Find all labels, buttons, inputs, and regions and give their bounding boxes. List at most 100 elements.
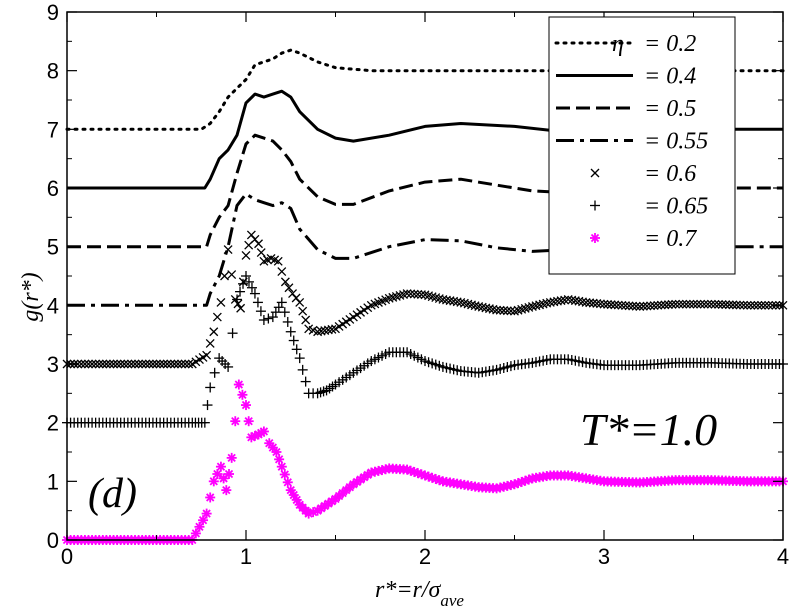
data-point xyxy=(109,359,118,369)
data-point xyxy=(438,295,448,304)
data-point xyxy=(91,359,101,369)
legend-label: = 0.5 xyxy=(644,96,696,122)
data-point xyxy=(279,307,290,318)
data-point xyxy=(209,327,219,337)
data-point xyxy=(130,359,140,369)
data-point xyxy=(246,282,257,293)
data-point xyxy=(599,299,609,309)
data-point xyxy=(732,300,741,310)
data-point xyxy=(184,359,194,369)
data-point xyxy=(276,461,287,472)
x-axis-title: r*=r/σave xyxy=(375,577,464,610)
data-point xyxy=(223,361,234,372)
data-point xyxy=(73,359,83,369)
data-point xyxy=(477,302,487,312)
data-point xyxy=(216,297,226,307)
data-point xyxy=(199,417,210,428)
data-point xyxy=(76,359,86,369)
data-point xyxy=(685,299,695,309)
temperature-annotation: T*=1.0 xyxy=(580,404,717,455)
data-point xyxy=(208,476,219,487)
legend-items: η = 0.2 = 0.4 = 0.5 = 0.55 = 0.6 = 0.65 = 0.7 xyxy=(554,31,708,252)
data-point xyxy=(320,326,330,336)
legend-box xyxy=(548,16,736,275)
data-point xyxy=(678,299,688,309)
data-point xyxy=(323,325,333,335)
data-point xyxy=(134,359,144,369)
data-point xyxy=(649,301,659,311)
series-4 xyxy=(62,230,788,369)
data-point xyxy=(481,303,491,313)
data-point xyxy=(646,301,655,311)
data-point xyxy=(152,359,161,369)
series-6 xyxy=(62,379,788,545)
data-point xyxy=(474,302,484,311)
data-point xyxy=(592,298,602,308)
data-point xyxy=(276,297,287,308)
data-point xyxy=(298,306,308,316)
data-point xyxy=(764,300,774,310)
data-point xyxy=(119,359,129,369)
data-point xyxy=(653,300,663,310)
legend: η = 0.2 = 0.4 = 0.5 = 0.55 = 0.6 = 0.65 = 0.7 xyxy=(548,16,736,275)
data-point xyxy=(613,300,623,310)
data-point xyxy=(445,296,455,306)
data-point xyxy=(760,300,770,310)
data-point xyxy=(202,400,213,411)
data-point xyxy=(300,376,311,387)
data-point xyxy=(291,344,302,355)
data-point xyxy=(667,299,677,309)
data-point xyxy=(105,359,115,369)
y-tick-label: 3 xyxy=(47,352,59,377)
data-point xyxy=(87,359,97,369)
data-point xyxy=(94,359,104,369)
data-point xyxy=(742,300,752,310)
data-point xyxy=(144,359,154,369)
data-point xyxy=(258,426,269,437)
data-point xyxy=(714,299,724,309)
data-point xyxy=(284,283,294,293)
data-point xyxy=(553,296,562,306)
data-point xyxy=(212,469,223,479)
y-tick-label: 6 xyxy=(47,176,59,201)
y-tick-label: 2 xyxy=(47,411,59,436)
series-0 xyxy=(65,48,785,131)
data-point xyxy=(230,416,241,427)
data-point xyxy=(220,271,229,281)
data-point xyxy=(233,379,244,390)
data-point xyxy=(531,301,541,311)
data-point xyxy=(263,313,274,324)
data-point xyxy=(241,271,251,281)
series-line xyxy=(67,192,783,307)
data-point xyxy=(241,251,251,260)
y-axis-title: g(r*) xyxy=(18,272,44,321)
data-point xyxy=(578,297,587,307)
data-point xyxy=(256,248,266,257)
data-point xyxy=(232,294,243,305)
data-point xyxy=(294,353,305,364)
legend-entry: = 0.7 xyxy=(590,226,697,252)
data-point xyxy=(212,312,222,322)
data-point xyxy=(459,298,469,308)
data-point xyxy=(137,359,147,369)
y-tick-label: 4 xyxy=(47,293,59,318)
data-point xyxy=(603,299,613,309)
legend-label: = 0.65 xyxy=(644,194,708,220)
x-tick-label: 1 xyxy=(240,544,252,569)
data-point xyxy=(753,300,763,310)
data-point xyxy=(258,315,269,325)
data-point xyxy=(277,267,287,277)
data-point xyxy=(162,359,172,369)
data-point xyxy=(442,295,451,305)
data-point xyxy=(177,359,187,369)
data-point xyxy=(699,299,709,309)
data-point xyxy=(288,335,299,346)
series-1 xyxy=(67,89,783,190)
data-point xyxy=(126,359,136,369)
panel-label: (d) xyxy=(88,471,137,517)
data-point xyxy=(155,359,165,369)
data-point xyxy=(502,306,512,316)
data-point xyxy=(116,359,126,369)
data-point xyxy=(749,300,759,310)
legend-entry: = 0.65 xyxy=(590,194,708,220)
